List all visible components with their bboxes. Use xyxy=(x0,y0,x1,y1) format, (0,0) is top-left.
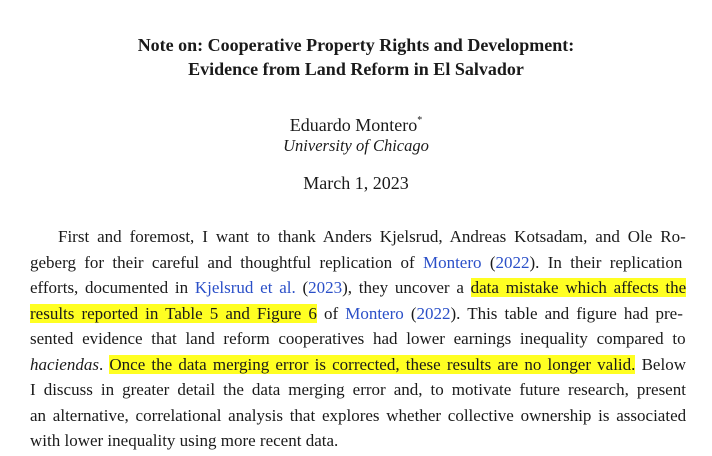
citation-year-link[interactable]: 2023 xyxy=(308,278,343,297)
body-text: ). This table and figure had pre- xyxy=(450,303,683,323)
author-name: Eduardo Montero xyxy=(289,115,418,135)
body-text: geberg for their careful and thoughtful … xyxy=(30,252,423,272)
title-line-2: Evidence from Land Reform in El Salvador xyxy=(188,59,524,79)
body-line: an alternative, correlational analysis t… xyxy=(30,403,686,429)
body-text: ( xyxy=(295,278,309,297)
author: Eduardo Montero* xyxy=(0,110,712,136)
body-text: ( xyxy=(403,303,417,323)
highlighted-text: Once the data merging error is corrected… xyxy=(109,354,636,374)
body-line: efforts, documented in Kjelsrud et al. (… xyxy=(30,275,687,301)
body-line: I discuss in greater detail the data mer… xyxy=(30,377,686,403)
body-line: First and foremost, I want to thank Ande… xyxy=(30,224,686,250)
highlighted-text: results reported in Table 5 and Figure 6 xyxy=(30,303,317,323)
citation-link-montero[interactable]: Montero xyxy=(422,252,482,272)
body-line: with lower inequality using more recent … xyxy=(30,428,686,454)
body-text: of xyxy=(316,303,346,323)
body-text-segment: efforts, documented in Kjelsrud et al. (… xyxy=(30,275,687,301)
body-text: ), they uncover a xyxy=(342,278,471,297)
body-text: ). In their replication xyxy=(529,252,683,272)
highlighted-text: data mistake which affects the xyxy=(470,278,687,297)
body-text-segment: results reported in Table 5 and Figure 6… xyxy=(30,301,683,327)
body-text: sented evidence that land reform coopera… xyxy=(30,329,686,348)
citation-year-link[interactable]: 2022 xyxy=(416,303,451,323)
body-text: an alternative, correlational analysis t… xyxy=(30,405,687,425)
author-footnote-mark[interactable]: * xyxy=(417,115,423,126)
body-text: I discuss in greater detail the data mer… xyxy=(30,380,686,399)
body-line: geberg for their careful and thoughtful … xyxy=(30,250,686,276)
body-line: sented evidence that land reform coopera… xyxy=(30,326,686,352)
body-line: haciendas. Once the data merging error i… xyxy=(30,352,686,378)
body-line: results reported in Table 5 and Figure 6… xyxy=(30,301,686,327)
body-text-segment: geberg for their careful and thoughtful … xyxy=(30,250,682,276)
body-text: First and foremost, I want to thank Ande… xyxy=(58,227,686,246)
body-text: ( xyxy=(481,252,496,272)
title-line-1: Note on: Cooperative Property Rights and… xyxy=(137,35,575,55)
citation-year-link[interactable]: 2022 xyxy=(495,252,530,272)
citation-link-montero[interactable]: Montero xyxy=(345,303,404,323)
body-paragraph: First and foremost, I want to thank Ande… xyxy=(30,224,687,454)
body-text: efforts, documented in xyxy=(30,278,195,297)
body-text-segment: haciendas. Once the data merging error i… xyxy=(30,352,686,378)
body-text: . xyxy=(98,354,110,374)
date: March 1, 2023 xyxy=(303,173,409,193)
paper-title: Note on: Cooperative Property Rights and… xyxy=(0,33,712,81)
emphasized-text: haciendas xyxy=(30,354,99,374)
citation-link-kjelsrud[interactable]: Kjelsrud et al. xyxy=(194,278,296,297)
body-text: with lower inequality using more recent … xyxy=(30,431,339,450)
body-text: Below xyxy=(635,354,686,374)
affiliation: University of Chicago xyxy=(283,136,429,155)
